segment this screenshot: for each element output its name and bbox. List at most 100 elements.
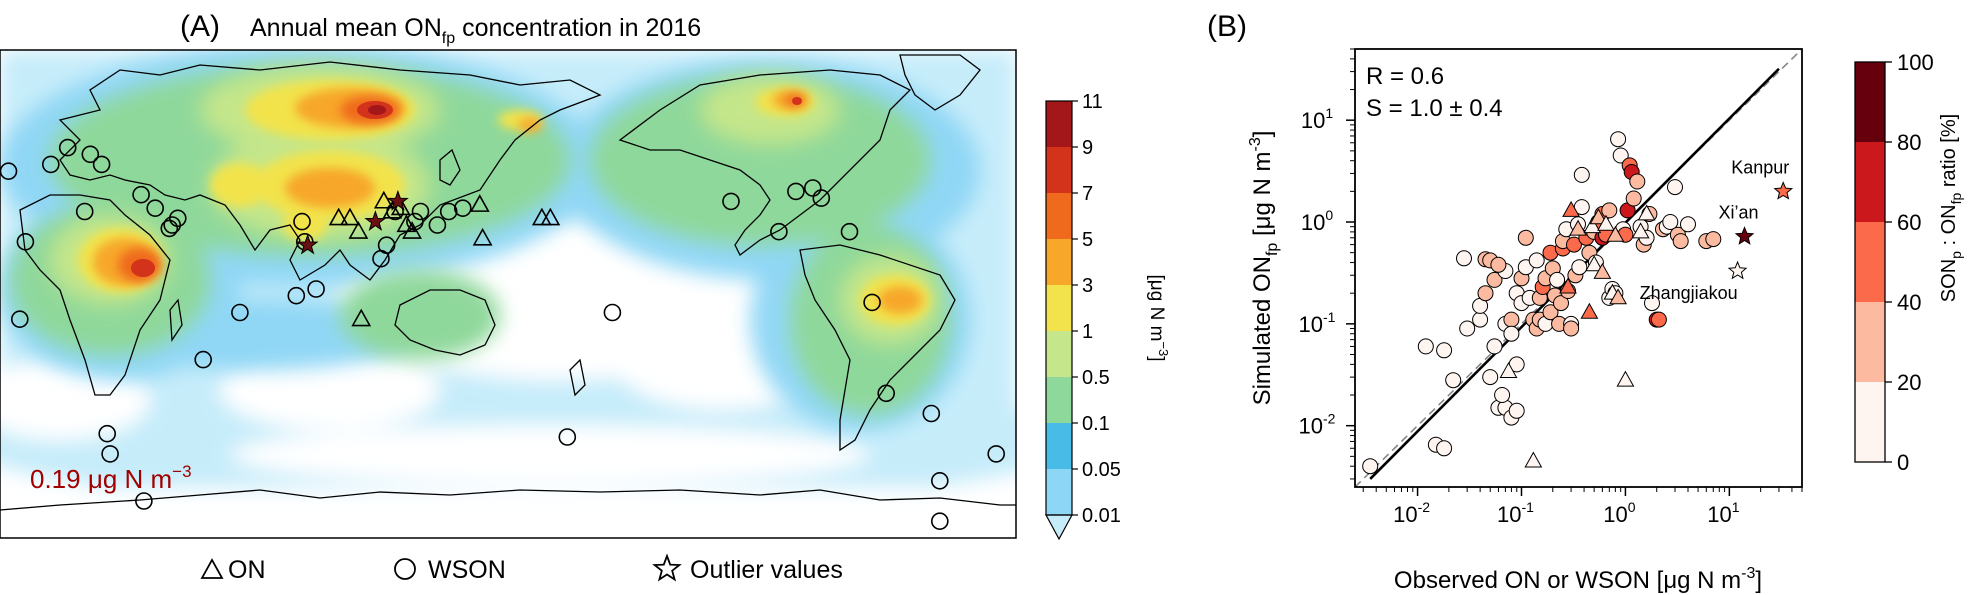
map-site-wson-37 <box>812 189 831 207</box>
scatter-circle-91 <box>1667 179 1683 196</box>
coast-madagascar <box>169 298 183 342</box>
map-site-wson-45 <box>1000 547 1016 563</box>
x-tick-exp-1: -1 <box>1522 499 1535 515</box>
scatter-circle-57 <box>1571 259 1588 276</box>
colorbar-b-ticklabel-4: 80 <box>1897 130 1921 155</box>
scatter-circle-22 <box>1490 256 1507 273</box>
y-tick-label-1: 10-1 <box>1299 309 1336 337</box>
map-site-wson-22 <box>3 554 19 570</box>
scatter-circle-35 <box>1528 252 1545 269</box>
scatter-triangle-5 <box>1580 302 1599 319</box>
map-site-outlier-2 <box>386 189 409 211</box>
coastlines <box>0 54 1016 511</box>
scatter-triangle-0 <box>1499 362 1518 379</box>
field-01-america <box>590 75 930 245</box>
star-labels: Kanpur Xi’an Zhangjiakou <box>1640 157 1790 303</box>
map-site-wson-13 <box>293 212 311 231</box>
colorbar-a-bin-3 <box>1046 331 1072 377</box>
map-site-on-0 <box>328 207 349 226</box>
map-site-wson-18 <box>194 350 212 369</box>
ocean-clean-indian <box>220 350 440 430</box>
x-tick-exp-2: 0 <box>1628 499 1636 515</box>
map-site-wson-38 <box>840 222 859 241</box>
colorbar-a-bin-1 <box>1046 423 1072 469</box>
panel-a-title: Annual mean ONfp concentration in 2016 <box>250 14 701 47</box>
colorbar-b-frame <box>1854 61 1886 463</box>
map-site-on-7 <box>402 221 422 239</box>
map-annotation-exp: −3 <box>172 462 191 481</box>
colorbar-a-unit-tail: ] <box>1146 356 1167 361</box>
x-tick-base-2: 10 <box>1603 502 1627 527</box>
map-site-wson-24 <box>377 236 396 254</box>
scatter-circle-47 <box>1553 295 1569 312</box>
stat-r: R = 0.6 <box>1366 63 1444 90</box>
scatter-circle-85 <box>1644 295 1660 312</box>
scatter-circle-6 <box>1459 320 1476 337</box>
scatter-triangle-15 <box>1637 204 1656 221</box>
colorbar-b-label: SONp : ONfp ratio [%] <box>1938 114 1964 302</box>
map-site-wson-16 <box>307 280 325 298</box>
y-tick-label-2: 100 <box>1301 207 1333 235</box>
scatter-circle-4 <box>1445 372 1462 389</box>
map-site-wson-31 <box>558 428 577 446</box>
map-site-wson-41 <box>922 404 941 423</box>
scatter-triangle-2 <box>1559 277 1577 294</box>
map-site-wson-15 <box>287 286 306 305</box>
x-tick-label-2: 100 <box>1603 499 1635 527</box>
map-site-wson-17 <box>231 303 249 322</box>
map-site-wson-5 <box>16 233 35 251</box>
stat-s: S = 1.0 ± 0.4 <box>1366 95 1503 122</box>
coast-nz <box>569 358 586 397</box>
map-site-outlier-1 <box>364 210 387 231</box>
map-site-on-10 <box>472 227 493 246</box>
colorbar-a-bin-0 <box>1046 469 1072 515</box>
field-9-siberia <box>368 105 386 115</box>
colorbar-b-bin-1 <box>1855 302 1885 382</box>
antarctic-clean <box>0 488 1016 538</box>
field-3-china <box>285 168 375 208</box>
colorbar-a-ticklabel-4: 1 <box>1082 321 1093 343</box>
colorbar-b-ticklabel-1: 20 <box>1897 370 1921 395</box>
colorbar-a-bin-4 <box>1046 285 1072 331</box>
coast-japan <box>439 148 461 186</box>
map-site-wson-19 <box>98 424 116 443</box>
colorbar-a: 0.01 0.05 0.1 0.5 1 3 5 7 9 11 <box>1044 91 1121 541</box>
x-tick-base-1: 10 <box>1497 502 1521 527</box>
map-site-wson-30 <box>453 199 472 217</box>
scatter-star-1 <box>1734 226 1755 245</box>
x-tick-base-3: 10 <box>1707 502 1731 527</box>
scatter-circle-93 <box>1672 233 1689 250</box>
map-site-wson-4 <box>92 155 111 174</box>
scatter-frame <box>1354 48 1803 488</box>
field-3-europe <box>518 118 542 132</box>
scatter-circle-41 <box>1542 304 1559 321</box>
map-site-wson-7 <box>75 202 94 221</box>
map-site-wson-28 <box>428 216 447 234</box>
map-site-wson-1 <box>41 155 60 174</box>
scatter-triangle-9 <box>1593 262 1612 279</box>
scatter-triangle-16 <box>1616 370 1635 387</box>
scatter-circle-15 <box>1482 369 1499 386</box>
colorbar-a-bin-7 <box>1046 147 1072 193</box>
map-frame <box>0 49 1017 539</box>
map-annotation: 0.19 μg N m−3 <box>30 462 192 494</box>
scatter-circle-0 <box>1362 458 1379 475</box>
star-label-1: Xi’an <box>1719 203 1759 223</box>
map-site-wson-21 <box>135 492 153 510</box>
y-tick-exp-0: -2 <box>1323 411 1336 427</box>
colorbar-a-ticklabel-3: 0.5 <box>1082 367 1110 389</box>
scatter-triangle-6 <box>1583 217 1602 234</box>
map-site-wson-20 <box>101 445 119 463</box>
map-site-wson-40 <box>877 384 896 403</box>
panel-a-title-sub: fp <box>442 30 455 47</box>
colorbar-b-bin-0 <box>1855 382 1885 462</box>
x-tick-base-0: 10 <box>1393 502 1417 527</box>
legend-star-icon <box>652 553 682 582</box>
y-tick-label-0: 10-2 <box>1299 411 1336 439</box>
scatter-circle-5 <box>1436 342 1453 359</box>
map <box>0 50 1016 570</box>
colorbar-a-unit: [μg N m−3] <box>1146 274 1171 361</box>
field-1-sea <box>283 209 327 241</box>
map-site-wson-3 <box>81 145 100 164</box>
coast-namerica <box>618 69 912 256</box>
